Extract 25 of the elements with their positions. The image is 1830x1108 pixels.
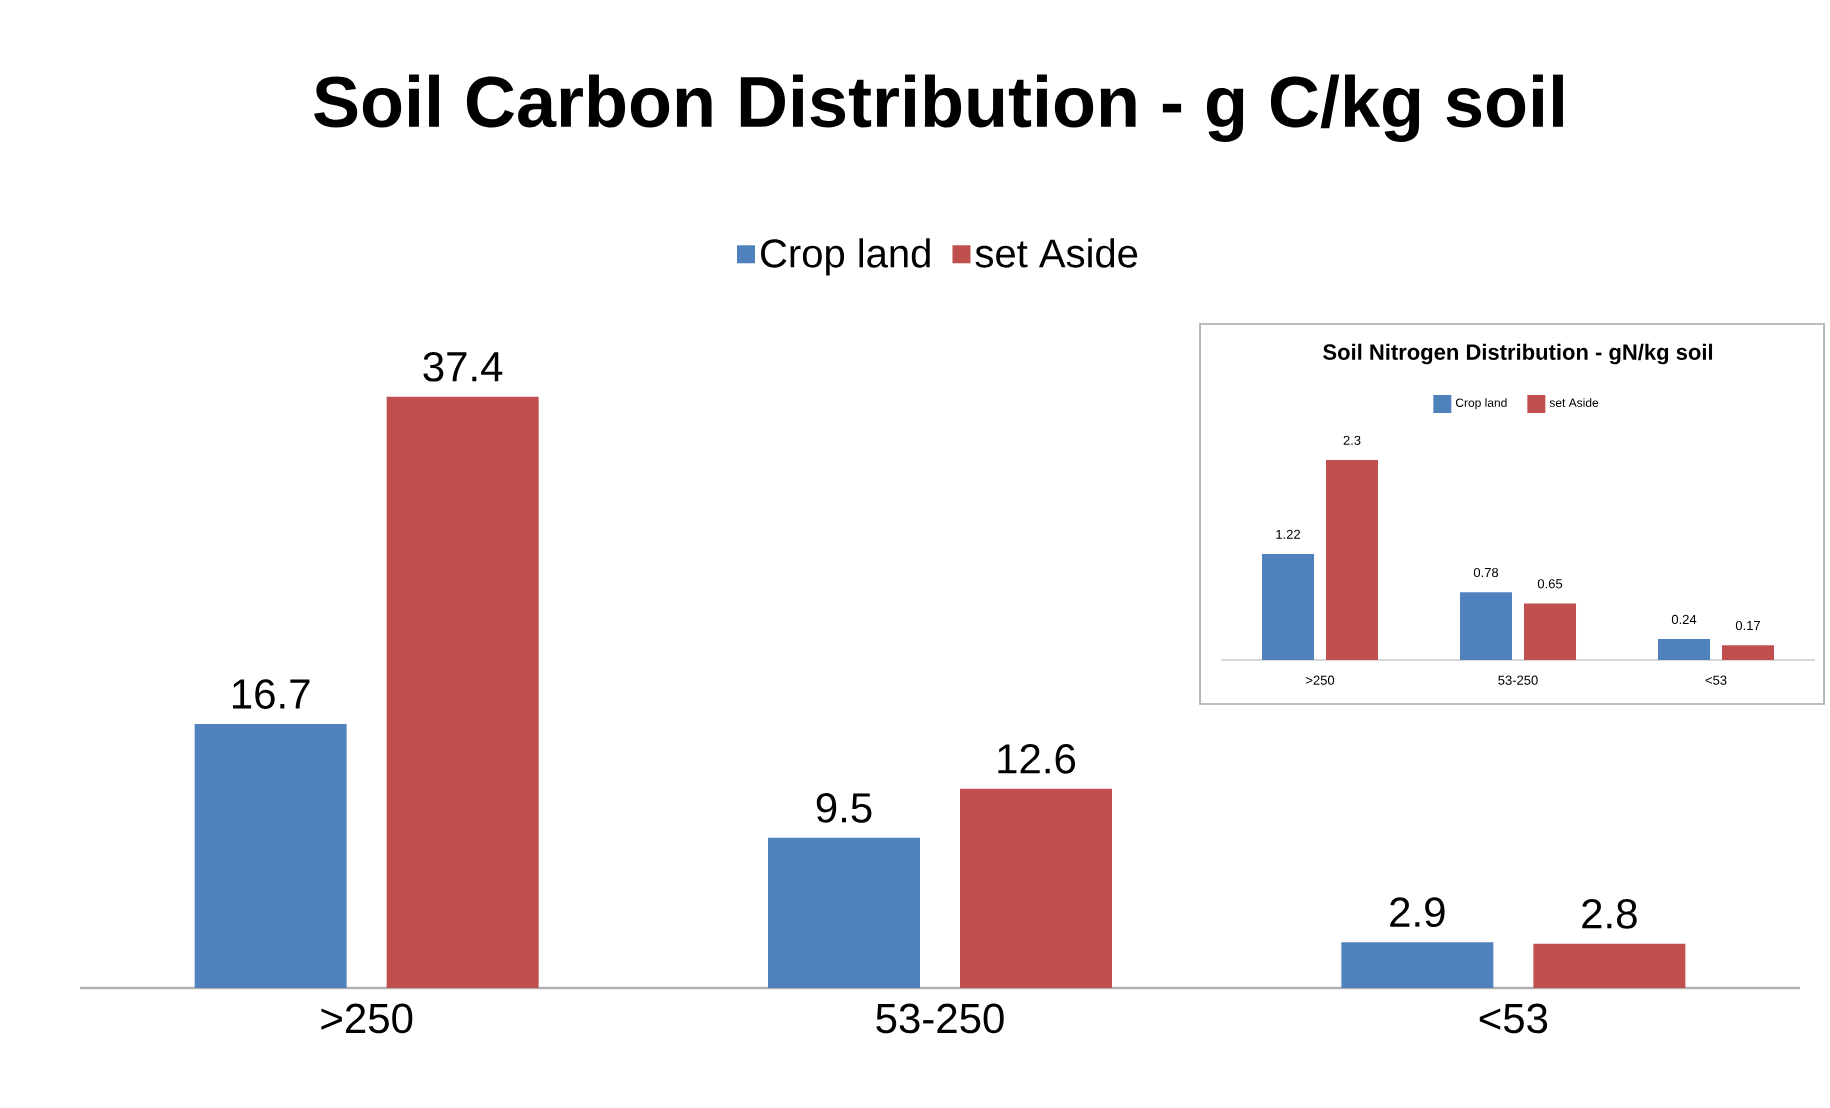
chart-title: Soil Carbon Distribution - g C/kg soil <box>314 74 1563 143</box>
bar <box>1722 645 1775 660</box>
bar <box>960 788 1113 988</box>
data-label: 9.5 <box>816 793 872 823</box>
bar <box>194 723 347 988</box>
legend-label: Crop land <box>761 238 930 276</box>
bar <box>386 396 539 988</box>
bar <box>1524 603 1577 660</box>
bar <box>1326 459 1379 660</box>
x-tick-label: >250 <box>321 1003 413 1034</box>
bar <box>1341 942 1494 988</box>
data-label: 12.6 <box>998 743 1076 774</box>
bar <box>1658 639 1711 660</box>
legend-label: set Aside <box>975 238 1138 268</box>
bar <box>768 837 921 988</box>
bar <box>1460 592 1513 660</box>
data-label: 2.8 <box>1582 898 1637 929</box>
chart-title: Soil Nitrogen Distribution - gN/kg soil <box>1323 343 1713 365</box>
data-label: 16.7 <box>233 679 310 709</box>
bar <box>1262 553 1315 660</box>
x-tick-label: <53 <box>1479 1003 1548 1034</box>
data-label: 37.4 <box>423 351 503 382</box>
data-label: 2.9 <box>1390 897 1445 928</box>
x-tick-label: 53-250 <box>876 1003 1004 1034</box>
bar <box>1533 943 1686 988</box>
